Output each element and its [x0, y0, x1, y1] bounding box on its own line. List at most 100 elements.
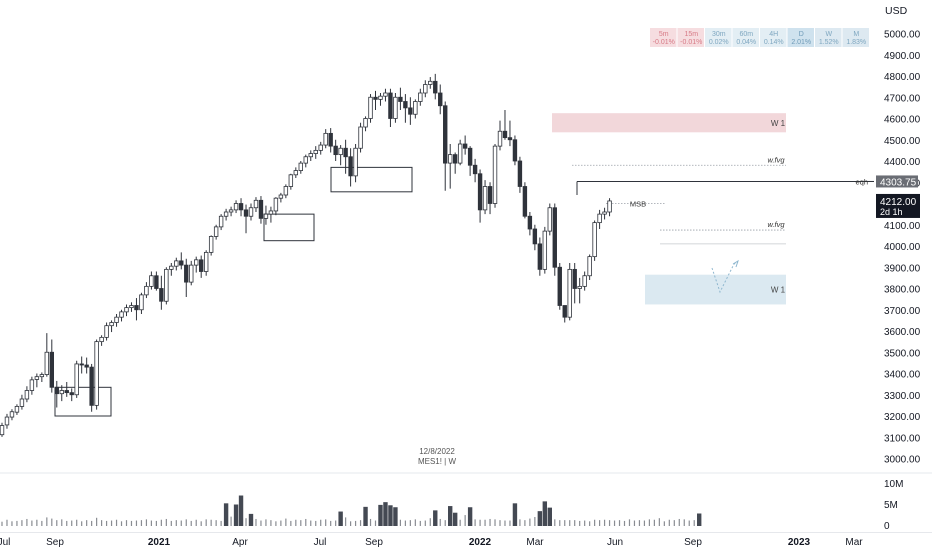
volume-bar — [534, 517, 536, 526]
volume-bar — [599, 520, 601, 526]
price-axis[interactable]: USD 3000.00 3100.00 3200.00 3300.00 3400.00 35… — [0, 5, 932, 532]
price-tick-label: 4000.00 — [884, 242, 921, 253]
volume-bar — [185, 519, 187, 526]
accumulation-box — [54, 386, 112, 417]
volume-bar — [559, 520, 561, 526]
time-tick-label: Jun — [607, 537, 623, 548]
volume-bar — [125, 520, 128, 526]
zone-label: W 1 — [771, 119, 786, 128]
volume-bar — [170, 520, 172, 526]
candle-body — [597, 213, 602, 224]
price-tick-label: 3000.00 — [884, 455, 921, 466]
eqh-price-label: 4303.75 — [880, 177, 917, 188]
candle-body — [24, 390, 30, 400]
volume-bar — [693, 520, 695, 526]
volume-bar — [542, 501, 548, 526]
candle-body — [308, 153, 313, 158]
projected-path-line — [711, 261, 739, 294]
timeframe-change-label: 2.01% — [791, 39, 811, 46]
timeframe-cell — [677, 28, 704, 47]
price-tick-label: 4400.00 — [884, 157, 921, 168]
candle-body — [353, 147, 358, 177]
volume-bar — [6, 519, 8, 526]
candle-body — [164, 268, 169, 302]
volume-bar — [409, 520, 411, 526]
timeframe-label: 4H — [769, 31, 778, 38]
volume-bar — [569, 520, 571, 526]
candle-body — [154, 275, 159, 289]
time-tick-label: Sep — [684, 537, 702, 548]
volume-bar — [245, 518, 247, 526]
price-tick-label: 3900.00 — [884, 263, 921, 274]
candle-body — [238, 203, 244, 211]
volume-bar — [81, 521, 83, 526]
candle-body — [582, 275, 587, 287]
volume-bar — [115, 519, 118, 526]
candle-body — [109, 322, 114, 327]
timeframe-cell — [650, 28, 677, 47]
volume-bar — [658, 518, 660, 526]
candle-body — [89, 366, 94, 406]
timeframe-cell — [760, 28, 787, 47]
candle-body — [537, 243, 543, 270]
price-tick-label: 4800.00 — [884, 72, 921, 83]
time-tick-label: Sep — [46, 537, 64, 548]
candle-body — [208, 236, 214, 253]
price-tick-label: 4600.00 — [884, 115, 921, 126]
volume-bar — [210, 519, 212, 526]
candle-body — [512, 139, 518, 162]
candle-body — [408, 107, 413, 115]
volume-bar — [320, 519, 322, 526]
timeframe-label: M — [853, 31, 859, 38]
volume-bar — [295, 519, 297, 526]
time-tick-label: 2023 — [788, 537, 811, 548]
volume-bar — [688, 520, 690, 526]
volume-bar — [140, 520, 143, 526]
candle-body — [159, 288, 164, 302]
accumulation-boxes-layer — [54, 166, 413, 417]
candle-body — [0, 425, 5, 436]
volume-bar — [419, 520, 421, 526]
time-tick-label: Apr — [232, 537, 248, 548]
volume-bar — [633, 520, 636, 526]
volume-bar — [363, 506, 368, 526]
candle-body — [452, 154, 458, 164]
price-tick-label: 3200.00 — [884, 412, 921, 423]
timeframe-change-label: -0.01% — [653, 39, 675, 46]
candle-body — [482, 186, 488, 211]
volume-bar — [105, 520, 108, 526]
zone-label: W 1 — [771, 286, 786, 295]
volume-bar — [290, 520, 292, 526]
accumulation-box — [330, 166, 413, 193]
volume-bar — [683, 519, 685, 526]
candle-body — [602, 211, 607, 215]
candle-body — [562, 305, 567, 318]
volume-bar — [1, 521, 3, 526]
candle-body — [318, 144, 323, 151]
candle-body — [179, 260, 184, 266]
volume-bar — [374, 520, 377, 526]
volume-bar — [330, 520, 332, 526]
volume-bar — [345, 517, 347, 526]
timeframe-label: 15m — [684, 31, 698, 38]
volume-bar — [383, 502, 388, 526]
volume-bar — [56, 520, 58, 526]
volume-bar — [110, 520, 113, 526]
timeframe-cell — [815, 28, 842, 47]
volume-layer — [1, 495, 702, 526]
candle-body — [174, 260, 179, 267]
candle-body — [169, 265, 174, 270]
time-axis[interactable]: Jul Sep 2021 Apr Jul Sep 2022 Mar Jun Sep 2023 Mar — [0, 532, 932, 549]
volume-bar — [325, 519, 327, 526]
candle-body — [557, 266, 562, 306]
candle-body — [119, 311, 124, 318]
candle-body — [213, 226, 219, 237]
candle-body — [532, 228, 538, 245]
volume-bar — [467, 507, 473, 526]
volume-bar — [648, 519, 650, 526]
timeframe-label: 5m — [659, 31, 669, 38]
volume-bar — [180, 520, 182, 526]
candle-body — [492, 145, 498, 204]
